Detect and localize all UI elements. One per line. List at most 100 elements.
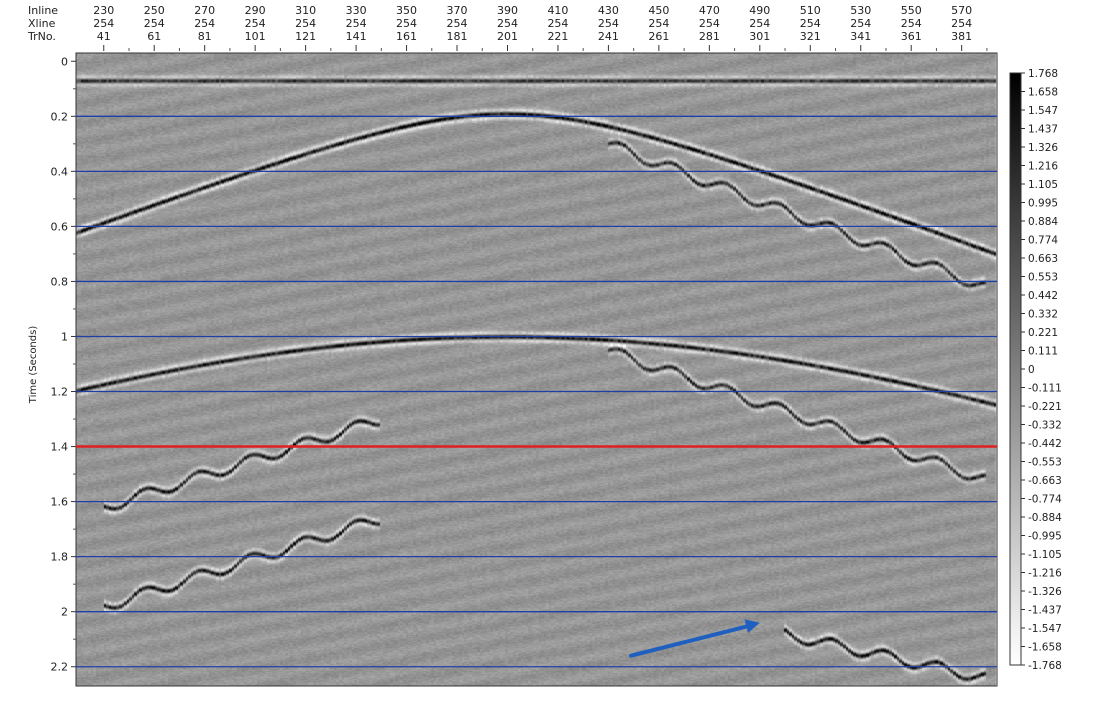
- header-trno-value: 181: [447, 30, 468, 43]
- header-inline-value: 490: [749, 4, 770, 17]
- colorbar-tick-label: 0.995: [1028, 198, 1058, 210]
- amplitude-colorbar: 1.768 1.658 1.547 1.437 1.326 1.216 1.105 0.995…: [1009, 68, 1062, 672]
- colorbar-tick-label: 0: [1028, 364, 1035, 376]
- header-inline-value: 330: [346, 4, 367, 17]
- y-axis-label: Time (Seconds): [28, 326, 39, 405]
- colorbar-tick-label: 1.658: [1028, 87, 1058, 99]
- header-xline-value: 254: [245, 17, 266, 30]
- header-trno-value: 121: [295, 30, 316, 43]
- y-tick-label: 1.8: [51, 551, 69, 564]
- colorbar-tick-label: 0.774: [1028, 235, 1058, 247]
- y-tick-label: 2: [61, 606, 68, 619]
- header-trno-value: 361: [901, 30, 922, 43]
- colorbar-tick-label: -1.768: [1028, 660, 1062, 672]
- header-xline-value: 254: [648, 17, 669, 30]
- header-label-0: Inline: [28, 4, 58, 17]
- header-inline-value: 530: [850, 4, 871, 17]
- header-xline-value: 254: [396, 17, 417, 30]
- header-inline-value: 290: [245, 4, 266, 17]
- colorbar-tick-label: 0.111: [1028, 346, 1058, 358]
- colorbar-tick-label: -0.995: [1028, 531, 1062, 543]
- y-tick-label: 0.8: [51, 275, 69, 288]
- header-trno-value: 261: [648, 30, 669, 43]
- header-xline-value: 254: [951, 17, 972, 30]
- header-inline-value: 570: [951, 4, 972, 17]
- colorbar-tick-label: 0.332: [1028, 309, 1058, 321]
- colorbar-tick-label: -0.774: [1028, 494, 1062, 506]
- header-inline-value: 510: [800, 4, 821, 17]
- header-inline-value: 350: [396, 4, 417, 17]
- y-tick-label: 0: [61, 55, 68, 68]
- colorbar-tick-label: -0.663: [1028, 475, 1062, 487]
- colorbar-tick-label: 1.437: [1028, 124, 1058, 136]
- header-inline-value: 430: [598, 4, 619, 17]
- trace-header: InlineXlineTrNo.230254412502546127025481…: [27, 4, 988, 51]
- header-trno-value: 101: [245, 30, 266, 43]
- colorbar-tick-label: 0.442: [1028, 290, 1058, 302]
- header-trno-value: 161: [396, 30, 417, 43]
- header-inline-value: 270: [194, 4, 215, 17]
- header-trno-value: 301: [749, 30, 770, 43]
- header-trno-value: 221: [547, 30, 568, 43]
- y-tick-label: 1.6: [51, 496, 69, 509]
- colorbar-tick-label: 0.663: [1028, 253, 1058, 265]
- header-inline-value: 250: [144, 4, 165, 17]
- y-tick-label: 0.6: [51, 220, 69, 233]
- seismic-amplitude-image: [76, 53, 997, 686]
- y-tick-label: 0.2: [51, 110, 69, 123]
- header-xline-value: 254: [346, 17, 367, 30]
- header-xline-value: 254: [447, 17, 468, 30]
- colorbar-tick-label: -1.658: [1028, 642, 1062, 654]
- header-label-1: Xline: [28, 17, 56, 30]
- y-tick-label: 0.4: [51, 165, 69, 178]
- y-tick-label: 1: [61, 330, 68, 343]
- colorbar-tick-label: 1.216: [1028, 161, 1058, 173]
- colorbar-tick-label: 1.547: [1028, 105, 1058, 117]
- annotation-arrow-head: [744, 619, 760, 633]
- colorbar-tick-label: -0.221: [1028, 401, 1062, 413]
- header-inline-value: 470: [699, 4, 720, 17]
- header-inline-value: 450: [648, 4, 669, 17]
- header-xline-value: 254: [598, 17, 619, 30]
- colorbar-tick-label: 1.768: [1028, 68, 1058, 80]
- colorbar-tick-label: -0.332: [1028, 420, 1062, 432]
- y-tick-label: 1.4: [51, 441, 69, 454]
- colorbar-tick-label: -0.442: [1028, 438, 1062, 450]
- header-trno-value: 281: [699, 30, 720, 43]
- colorbar-tick-label: 1.326: [1028, 142, 1058, 154]
- header-xline-value: 254: [901, 17, 922, 30]
- header-xline-value: 254: [547, 17, 568, 30]
- header-inline-value: 410: [547, 4, 568, 17]
- header-xline-value: 254: [93, 17, 114, 30]
- colorbar-tick-label: -1.105: [1028, 549, 1062, 561]
- colorbar-tick-label: -1.547: [1028, 623, 1062, 635]
- header-xline-value: 254: [850, 17, 871, 30]
- header-inline-value: 230: [93, 4, 114, 17]
- header-label-2: TrNo.: [27, 30, 56, 43]
- header-trno-value: 81: [198, 30, 212, 43]
- colorbar-tick-label: -1.437: [1028, 605, 1062, 617]
- header-trno-value: 241: [598, 30, 619, 43]
- header-xline-value: 254: [144, 17, 165, 30]
- header-inline-value: 550: [901, 4, 922, 17]
- header-xline-value: 254: [749, 17, 770, 30]
- header-xline-value: 254: [800, 17, 821, 30]
- annotation-arrow-shaft: [629, 623, 752, 658]
- colorbar-tick-label: -1.216: [1028, 568, 1062, 580]
- header-trno-value: 381: [951, 30, 972, 43]
- y-tick-label: 2.2: [51, 661, 69, 674]
- header-trno-value: 41: [97, 30, 111, 43]
- plot-frame: [75, 52, 998, 687]
- header-xline-value: 254: [699, 17, 720, 30]
- header-trno-value: 341: [850, 30, 871, 43]
- header-xline-value: 254: [194, 17, 215, 30]
- colorbar-tick-label: -0.553: [1028, 457, 1062, 469]
- seismic-plot-area: [75, 52, 998, 687]
- header-trno-value: 321: [800, 30, 821, 43]
- header-xline-value: 254: [497, 17, 518, 30]
- time-axis: 0 0.2 0.4 0.6 0.8 1 1.2 1.4 1.6 1.8 2 2.2 Time (Seco…: [28, 55, 76, 674]
- header-inline-value: 310: [295, 4, 316, 17]
- colorbar-tick-label: -0.884: [1028, 512, 1062, 524]
